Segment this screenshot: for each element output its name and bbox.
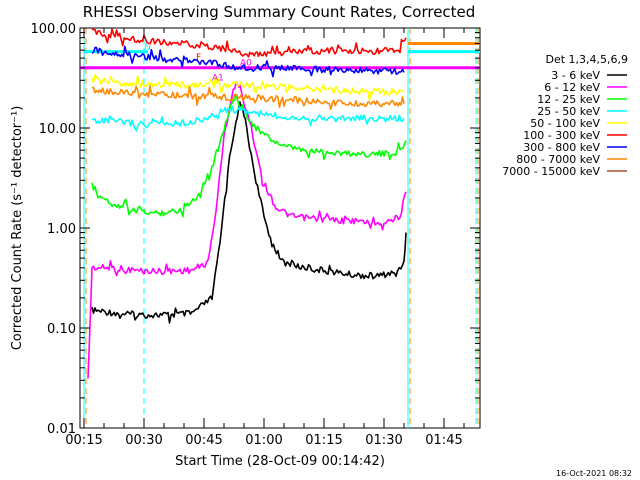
series-line-4	[91, 74, 405, 101]
x-tick-label-3: 01:00	[245, 433, 282, 448]
x-tick-label-1: 00:30	[125, 433, 162, 448]
y-axis: 0.01 0.10 1.00 10.00 100.00	[31, 22, 480, 437]
legend-header: Det 1,3,4,5,6,9	[545, 53, 628, 66]
y-axis-label: Corrected Count Rate (s⁻¹ detector⁻¹)	[10, 106, 25, 351]
legend-label-4: 50 - 100 keV	[530, 117, 600, 130]
series-line-6	[91, 45, 405, 78]
annotation-layer: A1 A0 N F	[144, 43, 252, 83]
series-line-5	[91, 28, 407, 58]
legend-label-3: 25 - 50 keV	[537, 105, 600, 118]
series-line-2	[91, 94, 407, 218]
footer-timestamp: 16-Oct-2021 08:32	[556, 469, 632, 478]
marker-layer	[83, 28, 479, 428]
y-tick-label-0: 0.01	[47, 422, 76, 437]
series-line-7	[92, 85, 405, 111]
x-tick-label-6: 01:45	[425, 433, 462, 448]
legend-label-7: 800 - 7000 keV	[516, 153, 600, 166]
y-tick-label-2: 1.00	[47, 222, 76, 237]
y-tick-label-1: 0.10	[47, 322, 76, 337]
annotation-3: F	[196, 53, 201, 63]
legend-label-8: 7000 - 15000 keV	[502, 165, 600, 178]
legend-label-5: 100 - 300 keV	[523, 129, 600, 142]
chart-title: RHESSI Observing Summary Count Rates, Co…	[83, 3, 476, 21]
plot-frame	[79, 27, 481, 429]
x-axis: 00:15 00:30 00:45 01:00 01:15 01:30 01:45	[65, 28, 465, 448]
x-tick-label-5: 01:30	[365, 433, 402, 448]
x-tick-label-4: 01:15	[305, 433, 342, 448]
y-tick-label-3: 10.00	[39, 122, 76, 137]
legend-label-2: 12 - 25 keV	[537, 93, 600, 106]
x-tick-label-2: 00:45	[185, 433, 222, 448]
x-tick-label-0: 00:15	[65, 433, 102, 448]
legend-label-6: 300 - 800 keV	[523, 141, 600, 154]
x-axis-label: Start Time (28-Oct-09 00:14:42)	[175, 454, 385, 469]
annotation-2: N	[144, 43, 151, 53]
annotation-0: A1	[212, 73, 224, 83]
series-layer	[87, 28, 407, 379]
legend-label-1: 6 - 12 keV	[544, 81, 600, 94]
series-line-3	[91, 105, 405, 132]
legend-label-0: 3 - 6 keV	[551, 69, 600, 82]
y-tick-label-4: 100.00	[31, 22, 77, 37]
annotation-1: A0	[240, 59, 252, 69]
series-line-0	[91, 101, 407, 324]
